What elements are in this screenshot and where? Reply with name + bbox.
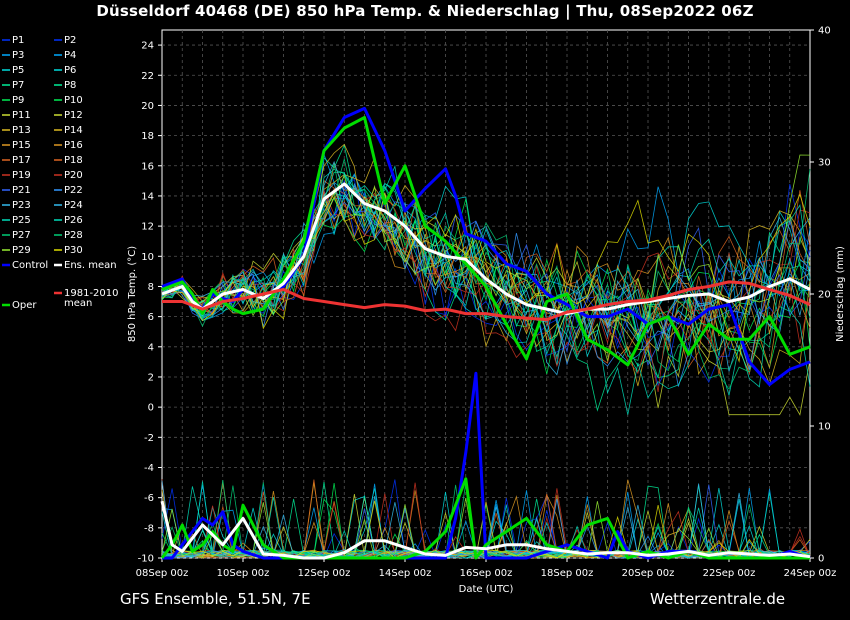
legend-label: P27 [12, 230, 31, 241]
member-temp-line [161, 154, 811, 361]
model-info-label: GFS Ensemble, 51.5N, 7E [120, 590, 311, 608]
legend-label: P17 [12, 155, 31, 166]
legend-label: P4 [64, 50, 76, 61]
y-tick-label-left: 6 [148, 312, 154, 323]
y-tick-label-left: 8 [148, 282, 154, 293]
y-tick-label-left: 0 [148, 403, 154, 414]
legend-label: P1 [12, 35, 24, 46]
legend-label: P26 [64, 215, 83, 226]
legend-label: P24 [64, 200, 83, 211]
chart-title: Düsseldorf 40468 (DE) 850 hPa Temp. & Ni… [96, 2, 754, 20]
legend-label: Ens. mean [64, 260, 117, 271]
y-tick-label-left: 2 [148, 372, 154, 383]
y-tick-label-right: 20 [818, 290, 831, 301]
member-temp-line [161, 193, 811, 366]
y-tick-label-left: -2 [144, 433, 154, 444]
y-tick-label-left: -8 [144, 523, 154, 534]
legend-label: P19 [12, 170, 31, 181]
legend-label: P10 [64, 95, 83, 106]
legend-label: P6 [64, 65, 76, 76]
member-temp-line [161, 160, 811, 352]
legend-label: P13 [12, 125, 31, 136]
legend-label: P11 [12, 110, 31, 121]
legend-label: P5 [12, 65, 24, 76]
member-temp-line [161, 143, 811, 376]
legend-label: P18 [64, 155, 83, 166]
temp-line-ens-mean [161, 182, 811, 316]
x-axis-label: Date (UTC) [459, 584, 514, 595]
legend-label: P9 [12, 95, 24, 106]
member-temp-line [161, 163, 811, 390]
y-tick-label-left: 4 [148, 342, 154, 353]
legend-label: P7 [12, 80, 24, 91]
y-tick-label-left: 12 [141, 222, 154, 233]
y-tick-label-left: -4 [144, 463, 154, 474]
legend-label: Oper [12, 300, 37, 311]
legend-label: P28 [64, 230, 83, 241]
legend-label: P25 [12, 215, 31, 226]
legend-label: P29 [12, 245, 31, 256]
legend-label: 1981-2010 [64, 288, 119, 299]
precip-line-ens-mean [160, 500, 811, 560]
temp-line-oper [161, 116, 811, 367]
y-tick-label-right: 10 [818, 422, 831, 433]
member-temp-line [161, 183, 811, 358]
y-tick-label-left: 22 [141, 71, 154, 82]
legend-label: P3 [12, 50, 24, 61]
y-tick-label-left: 18 [141, 131, 154, 142]
legend-label: P8 [64, 80, 76, 91]
legend-label: P30 [64, 245, 83, 256]
legend-label: P15 [12, 140, 31, 151]
y-tick-label-left: 20 [141, 101, 154, 112]
y-tick-label-left: -6 [144, 493, 154, 504]
x-tick-label: 18Sep 00z [541, 568, 594, 579]
x-tick-label: 14Sep 00z [379, 568, 432, 579]
x-tick-label: 10Sep 00z [217, 568, 270, 579]
legend-label: P23 [12, 200, 31, 211]
legend-label: P16 [64, 140, 83, 151]
y-axis-label-left: 850 hPa Temp. (°C) [127, 246, 138, 342]
x-tick-label: 22Sep 00z [703, 568, 756, 579]
legend-label: mean [64, 298, 92, 309]
legend-label: P20 [64, 170, 83, 181]
legend-label: P22 [64, 185, 83, 196]
x-tick-label: 12Sep 00z [298, 568, 351, 579]
y-tick-label-left: 14 [141, 191, 154, 202]
y-tick-label-right: 40 [818, 26, 831, 37]
source-label: Wetterzentrale.de [650, 590, 786, 608]
y-tick-label-right: 30 [818, 158, 831, 169]
y-axis-label-right: Niederschlag (mm) [835, 246, 846, 342]
x-tick-label: 16Sep 00z [460, 568, 513, 579]
legend-label: P2 [64, 35, 76, 46]
member-temp-line [161, 187, 811, 375]
y-tick-label-left: 10 [141, 252, 154, 263]
x-tick-label: 24Sep 00z [784, 568, 837, 579]
y-tick-label-left: 24 [141, 41, 154, 52]
member-temp-line [161, 182, 811, 376]
legend-label: P14 [64, 125, 83, 136]
member-temp-line [161, 192, 811, 363]
temp-line-1981-2010-mean [162, 280, 811, 322]
y-tick-label-right: 0 [818, 554, 824, 565]
y-tick-label-left: 16 [141, 161, 154, 172]
legend-label: Control [12, 260, 48, 271]
x-tick-label: 08Sep 00z [136, 568, 189, 579]
legend-label: P12 [64, 110, 83, 121]
legend-label: P21 [12, 185, 31, 196]
y-tick-label-left: -10 [138, 554, 154, 565]
legend: P1 P2 P3 P4 P5 P6 P7 P8 P9 P10 P11 P12 P13 P14 P15 P16 P… [2, 35, 119, 311]
x-tick-label: 20Sep 00z [622, 568, 675, 579]
